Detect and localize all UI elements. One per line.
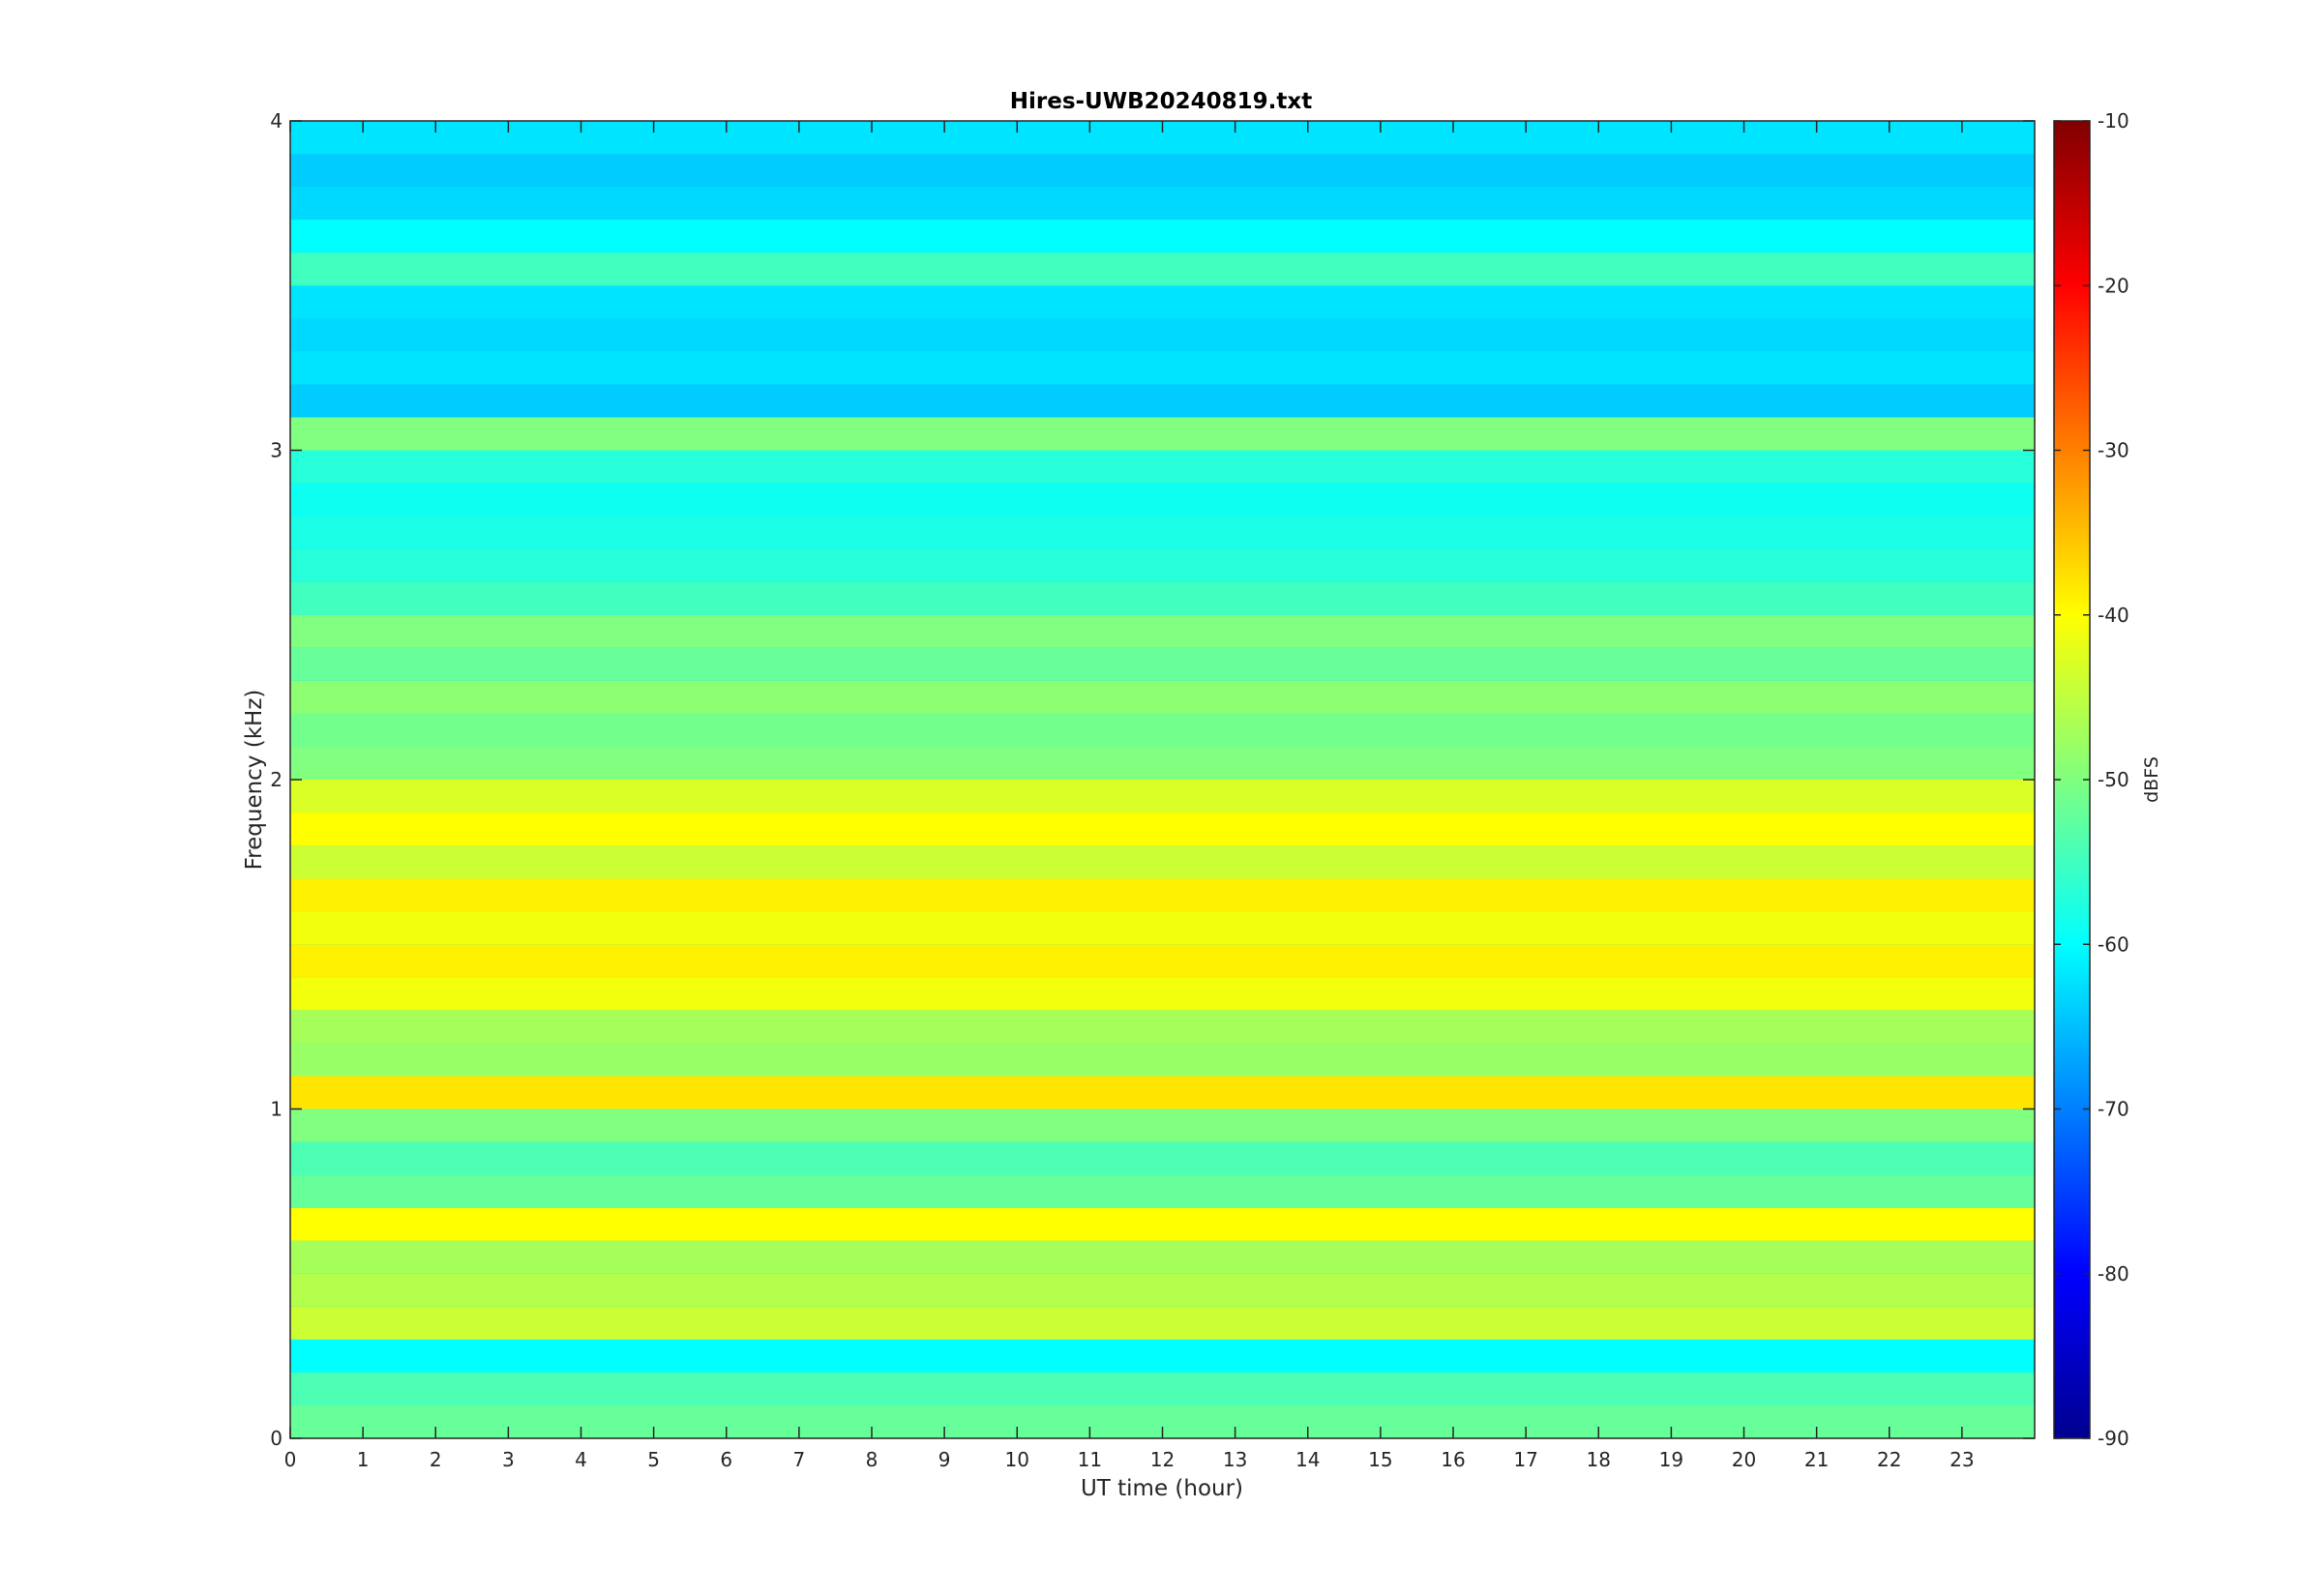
y-tick-label: 2 [270,768,283,791]
x-tick-label: 3 [502,1448,515,1471]
x-tick-label: 21 [1804,1448,1829,1471]
heatmap-band [290,187,2035,221]
heatmap-band [290,417,2035,451]
colorbar-tick-label: -90 [2098,1427,2129,1450]
y-axis-label: Frequency (kHz) [242,690,267,871]
heatmap-band [290,252,2035,286]
colorbar-tick-label: -50 [2098,768,2129,791]
heatmap-band [290,1273,2035,1307]
heatmap-band [290,483,2035,517]
y-tick-label: 4 [270,109,283,133]
colorbar-ticks: -10 -20 -30 -40 -50 -60 -70 -80 -90 [2054,109,2129,1450]
x-tick-label: 13 [1223,1448,1247,1471]
y-tick-label: 0 [270,1427,283,1450]
heatmap-band [290,154,2035,188]
heatmap-band [290,220,2035,253]
x-tick-label: 15 [1368,1448,1392,1471]
x-tick-label: 4 [575,1448,587,1471]
heatmap-band [290,813,2035,846]
colorbar-tick-label: -20 [2098,274,2129,297]
heatmap-band [290,878,2035,912]
x-tick-label: 10 [1005,1448,1029,1471]
heatmap-band [290,977,2035,1011]
colorbar-tick-label: -80 [2098,1262,2129,1286]
x-tick-label: 8 [866,1448,878,1471]
x-tick-label: 20 [1732,1448,1756,1471]
heatmap-band [290,780,2035,813]
heatmap-band [290,1306,2035,1340]
heatmap-band [290,713,2035,747]
heatmap-band [290,911,2035,945]
colorbar-tick-label: -70 [2098,1098,2129,1121]
heatmap-band [290,1372,2035,1405]
heatmap-rows [290,121,2035,1438]
colorbar-tick-label: -10 [2098,109,2129,133]
x-tick-label: 12 [1150,1448,1175,1471]
x-tick-label: 14 [1295,1448,1320,1471]
heatmap-band [290,1108,2035,1142]
heatmap-band [290,1010,2035,1044]
chart-title: Hires-UWB20240819.txt [1010,89,1312,114]
x-tick-label: 1 [357,1448,370,1471]
spectrogram-heatmap [290,121,2035,1438]
x-tick-label: 7 [793,1448,806,1471]
y-tick-label: 1 [270,1098,283,1121]
heatmap-band [290,944,2035,978]
x-axis: 0 1 2 3 4 5 6 7 8 9 10 11 12 13 14 15 16 17 18 19 20 21 22 23 [284,121,1975,1471]
heatmap-band [290,516,2035,549]
heatmap-band [290,1240,2035,1274]
heatmap-band [290,1076,2035,1109]
x-tick-label: 5 [647,1448,660,1471]
colorbar-label: dBFS [2141,756,2162,803]
colorbar-tick-label: -30 [2098,439,2129,462]
x-tick-label: 16 [1441,1448,1465,1471]
x-tick-label: 0 [284,1448,297,1471]
x-tick-label: 22 [1877,1448,1901,1471]
heatmap-band [290,1043,2035,1077]
heatmap-band [290,647,2035,681]
y-tick-label: 3 [270,439,283,462]
x-tick-label: 11 [1078,1448,1102,1471]
heatmap-band [290,614,2035,648]
x-tick-label: 23 [1950,1448,1974,1471]
heatmap-band [290,384,2035,418]
y-axis: 0 1 2 3 4 [270,109,2035,1450]
x-tick-label: 9 [938,1448,951,1471]
heatmap-band [290,548,2035,582]
heatmap-band [290,351,2035,385]
heatmap-band [290,1174,2035,1208]
x-tick-label: 6 [720,1448,732,1471]
x-tick-label: 19 [1659,1448,1683,1471]
x-axis-label: UT time (hour) [1081,1476,1243,1501]
heatmap-band [290,1207,2035,1241]
x-tick-label: 18 [1587,1448,1611,1471]
heatmap-band [290,1339,2035,1373]
heatmap-band [290,746,2035,780]
heatmap-band [290,318,2035,352]
x-tick-label: 17 [1513,1448,1537,1471]
colorbar-tick-label: -60 [2098,932,2129,956]
heatmap-band [290,1141,2035,1175]
heatmap-band [290,845,2035,879]
heatmap-band [290,285,2035,319]
x-tick-label: 2 [430,1448,442,1471]
heatmap-band [290,581,2035,615]
heatmap-band [290,450,2035,484]
colorbar: -10 -20 -30 -40 -50 -60 -70 -80 -90 dBFS [2053,109,2162,1450]
heatmap-band [290,680,2035,714]
colorbar-tick-label: -40 [2098,604,2129,627]
